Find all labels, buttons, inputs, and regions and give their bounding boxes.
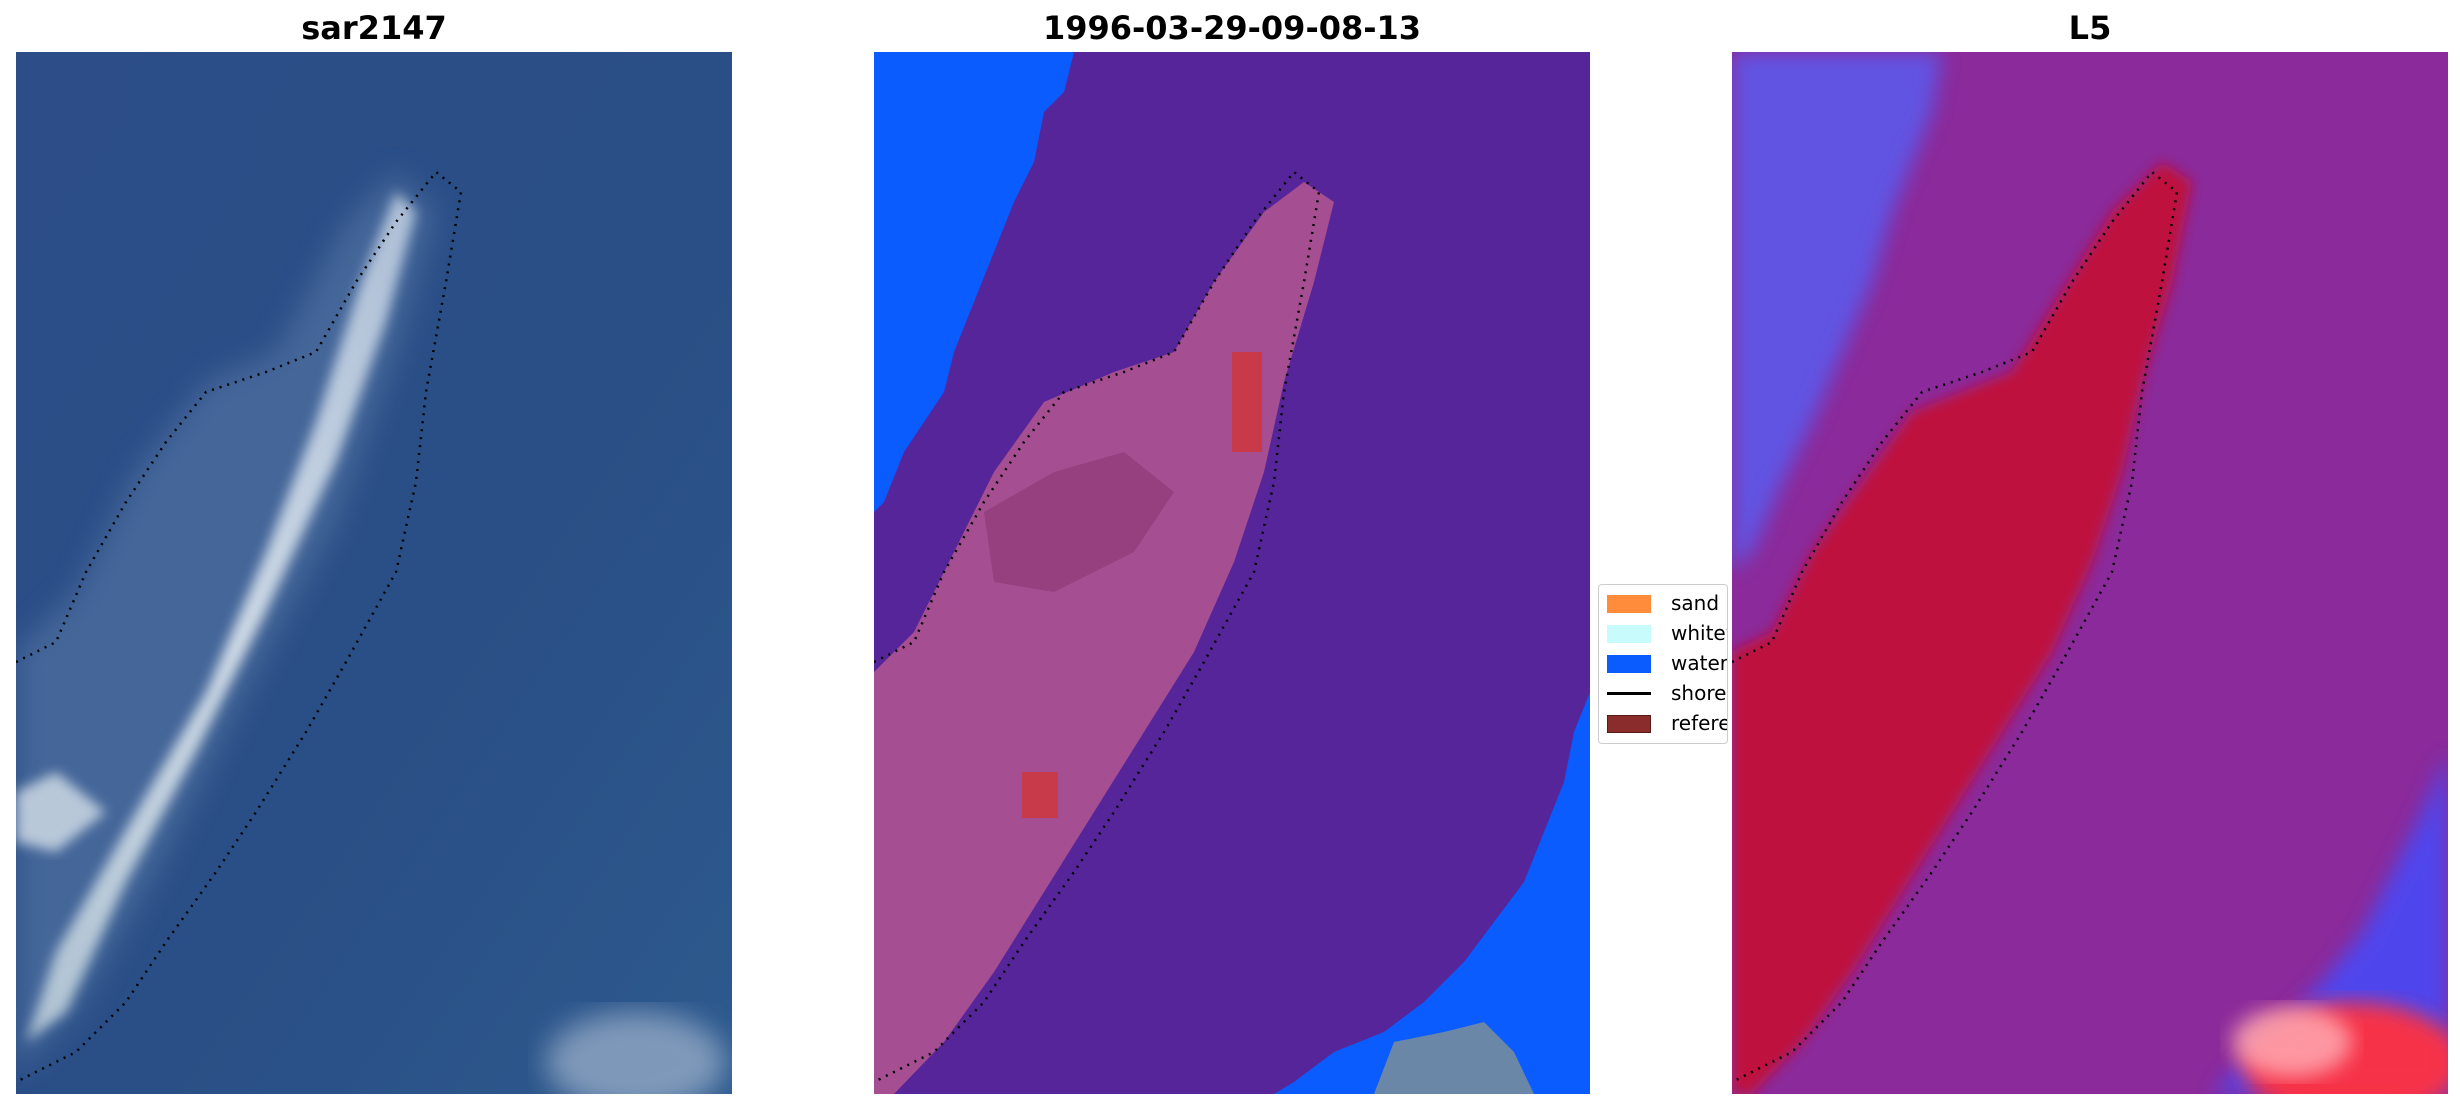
legend-label: sand <box>1671 591 1720 615</box>
legend-item-shoreline: shorel <box>1607 679 1728 705</box>
index-image <box>1732 52 2448 1094</box>
water-swatch-icon <box>1607 655 1651 673</box>
rgb-image-panel <box>16 52 732 1094</box>
panel-title-rgb: sar2147 <box>301 9 447 47</box>
legend-label: referer <box>1671 711 1727 735</box>
panel-title-classification: 1996-03-29-09-08-13 <box>1042 9 1422 47</box>
index-panel <box>1732 52 2448 1094</box>
classification-panel <box>874 52 1590 1094</box>
legend-item-water: water <box>1607 649 1728 675</box>
sand-swatch-icon <box>1607 595 1651 613</box>
legend-label: water <box>1671 651 1728 675</box>
legend-label: shorel <box>1671 681 1728 705</box>
whitewater-swatch-icon <box>1607 625 1651 643</box>
panel-title-index: L5 <box>2068 9 2112 47</box>
classification-image <box>874 52 1590 1094</box>
shoreline-line-icon <box>1607 692 1651 695</box>
legend-item-sand: sand <box>1607 589 1727 615</box>
rgb-image <box>16 52 732 1094</box>
reference-swatch-icon <box>1607 715 1651 733</box>
legend-item-reference: referer <box>1607 709 1727 735</box>
